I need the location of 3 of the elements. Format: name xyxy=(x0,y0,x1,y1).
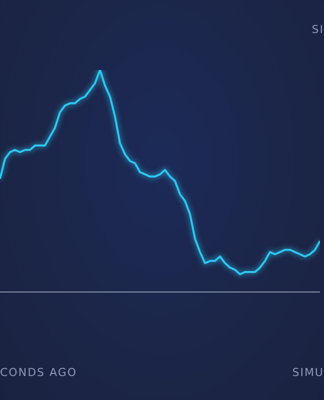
text: SIMU xyxy=(292,366,324,379)
text: CONDS AGO xyxy=(0,366,78,379)
text: SI xyxy=(312,23,324,36)
